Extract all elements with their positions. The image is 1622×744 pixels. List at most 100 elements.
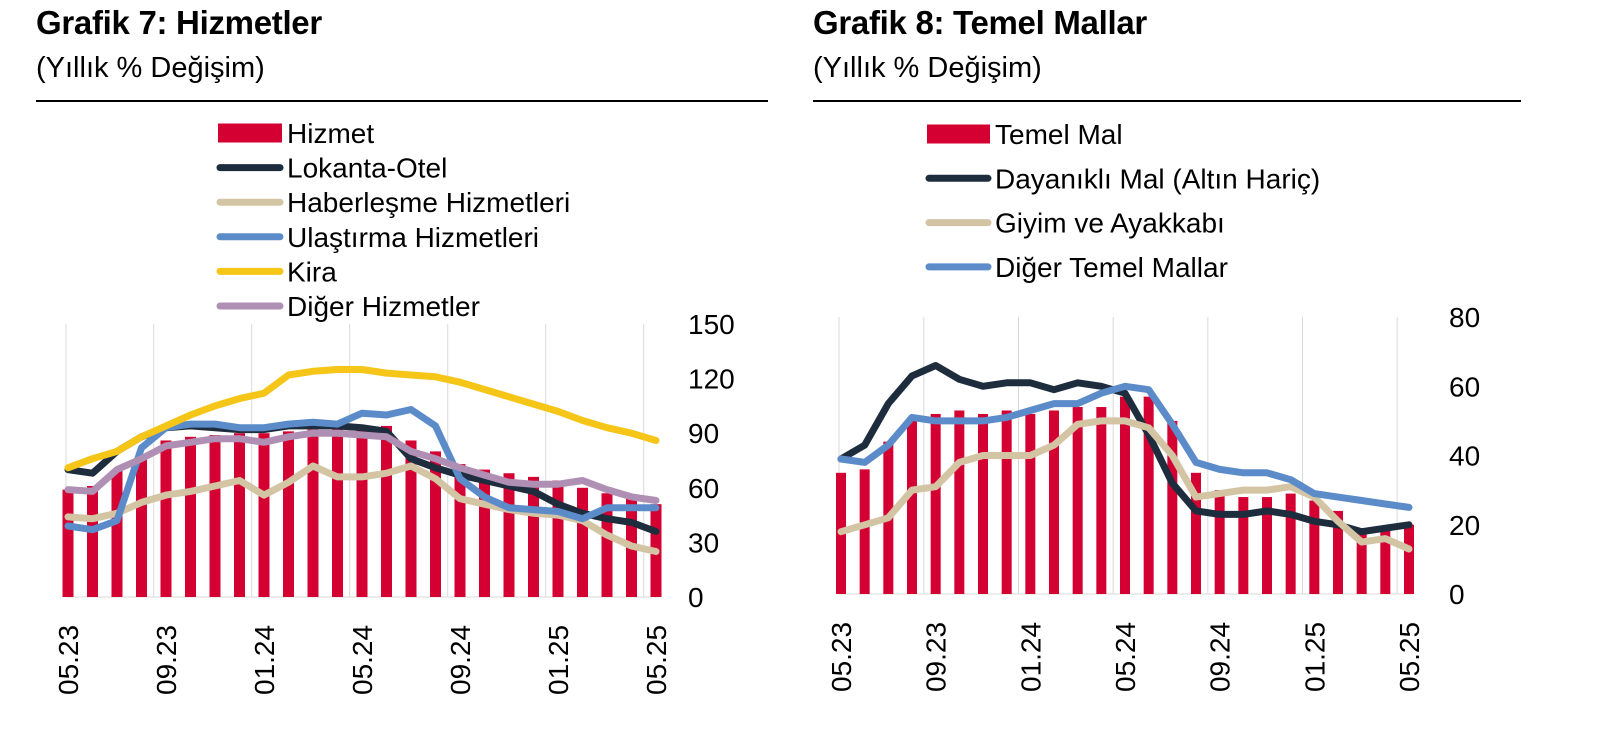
bar-hizmet xyxy=(405,440,417,597)
bar-hizmet xyxy=(601,493,613,597)
bar-hizmet xyxy=(283,431,294,597)
line-kira xyxy=(64,366,660,472)
bar-hizmet xyxy=(503,473,515,597)
chart-subtitle: (Yıllık % Değişim) xyxy=(813,52,1042,84)
y-axis: 0 20 40 60 80 xyxy=(1449,302,1480,610)
x-tick-label: 09.24 xyxy=(1205,622,1236,692)
bar-hizmet xyxy=(209,435,221,597)
bar-temel-mal xyxy=(1120,396,1130,594)
legend-label: Ulaştırma Hizmetleri xyxy=(287,222,539,253)
chart-panel-core-goods: Grafik 8: Temel Mallar (Yıllık % Değişim… xyxy=(805,0,1622,744)
y-tick-label: 60 xyxy=(1449,371,1480,402)
bar-temel-mal xyxy=(1333,510,1343,594)
legend-swatch xyxy=(927,124,990,144)
legend-label: Giyim ve Ayakkabı xyxy=(995,208,1225,239)
bar-hizmet xyxy=(577,487,588,597)
y-tick-label: 20 xyxy=(1449,510,1480,541)
bar-temel-mal xyxy=(1025,413,1036,594)
x-tick-label: 05.25 xyxy=(1394,622,1425,692)
bar-temel-mal xyxy=(1096,407,1107,594)
x-tick-label: 05.23 xyxy=(826,622,857,692)
y-tick-label: 120 xyxy=(688,364,735,395)
bar-temel-mal xyxy=(1309,500,1320,594)
bar-temel-mal xyxy=(1143,396,1154,594)
title-divider xyxy=(36,100,768,102)
y-tick-label: 30 xyxy=(688,527,719,558)
y-tick-label: 60 xyxy=(688,473,719,504)
bar-hizmet xyxy=(185,436,196,597)
legend-label: Temel Mal xyxy=(995,119,1123,150)
bar-hizmet xyxy=(552,480,564,597)
x-tick-label: 05.25 xyxy=(641,625,672,695)
bar-hizmet xyxy=(62,489,74,597)
bar-hizmet xyxy=(111,469,123,597)
x-axis: 05.23 09.23 01.24 05.24 09.24 01.25 05.25 xyxy=(53,625,672,695)
bar-hizmet xyxy=(381,425,392,597)
bar-temel-mal xyxy=(1356,528,1367,594)
bar-hizmet xyxy=(479,469,490,597)
bar-temel-mal xyxy=(1049,410,1059,594)
x-tick-label: 05.24 xyxy=(347,625,378,695)
bar-temel-mal xyxy=(1262,497,1272,594)
line-dayanikli-mal-altin-haric xyxy=(837,362,1413,536)
bar-temel-mal xyxy=(1167,420,1178,594)
chart-title: Grafik 7: Hizmetler xyxy=(36,4,322,41)
x-tick-label: 01.25 xyxy=(1299,622,1330,692)
legend-label: Lokanta-Otel xyxy=(287,153,447,184)
x-tick-label: 09.24 xyxy=(445,625,476,695)
y-tick-label: 90 xyxy=(688,418,719,449)
x-tick-label: 05.23 xyxy=(53,625,84,695)
y-tick-label: 0 xyxy=(688,582,704,613)
line-diger-hizmetler xyxy=(64,429,660,504)
line-series xyxy=(64,366,660,555)
bar-temel-mal xyxy=(1191,472,1201,594)
chart-title: Grafik 8: Temel Mallar xyxy=(813,4,1147,41)
legend-label: Diğer Hizmetler xyxy=(287,291,480,322)
legend-label: Hizmet xyxy=(287,118,374,149)
x-tick-label: 01.25 xyxy=(543,625,574,695)
legend-label: Diğer Temel Mallar xyxy=(995,252,1228,283)
bar-hizmet xyxy=(136,455,147,597)
y-tick-label: 0 xyxy=(1449,579,1465,610)
legend: Temel Mal Dayanıklı Mal (Altın Hariç) Giyi… xyxy=(925,119,1320,283)
y-tick-label: 150 xyxy=(688,309,735,340)
bar-series xyxy=(62,425,662,597)
bar-temel-mal xyxy=(1001,410,1012,594)
bar-hizmet xyxy=(430,451,441,597)
chart-panel-services: Grafik 7: Hizmetler (Yıllık % Değişim) 0… xyxy=(0,0,800,744)
legend-label: Haberleşme Hizmetleri xyxy=(287,187,570,218)
bar-temel-mal xyxy=(1214,490,1225,594)
bar-temel-mal xyxy=(930,413,941,594)
bar-temel-mal xyxy=(907,417,917,594)
line-series xyxy=(837,362,1413,553)
bar-hizmet xyxy=(234,433,245,597)
bar-hizmet xyxy=(160,440,172,597)
line-diger-temel-mallar xyxy=(837,382,1413,511)
bar-temel-mal xyxy=(859,469,870,594)
services-chart: 0 30 60 90 120 150 05.23 09.23 01.24 05.24 09.24 01… xyxy=(53,118,735,695)
x-axis: 05.23 09.23 01.24 05.24 09.24 01.25 05.25 xyxy=(826,622,1425,692)
bar-temel-mal xyxy=(978,413,988,594)
bar-hizmet xyxy=(528,476,539,597)
bar-temel-mal xyxy=(1238,497,1249,594)
bar-temel-mal xyxy=(954,410,965,594)
legend-label: Dayanıklı Mal (Altın Hariç) xyxy=(995,163,1320,194)
legend-swatch xyxy=(218,123,282,143)
x-tick-label: 01.24 xyxy=(1015,622,1046,692)
y-tick-label: 80 xyxy=(1449,302,1480,333)
bar-temel-mal xyxy=(1072,407,1083,594)
bar-temel-mal xyxy=(1380,528,1391,594)
x-tick-label: 09.23 xyxy=(921,622,952,692)
chart-subtitle: (Yıllık % Değişim) xyxy=(36,52,265,84)
bar-hizmet xyxy=(332,427,343,597)
bar-hizmet xyxy=(87,485,98,597)
bar-hizmet xyxy=(258,433,270,597)
x-tick-label: 01.24 xyxy=(249,625,280,695)
bar-hizmet xyxy=(356,425,368,597)
title-divider xyxy=(813,100,1521,102)
y-axis: 0 30 60 90 120 150 xyxy=(688,309,735,613)
x-tick-label: 05.24 xyxy=(1110,622,1141,692)
legend-label: Kira xyxy=(287,256,337,287)
